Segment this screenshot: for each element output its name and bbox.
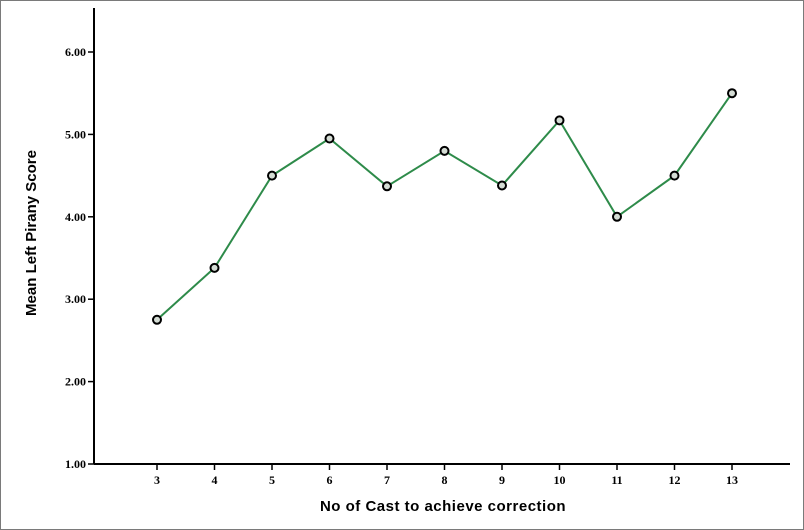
- data-point: [267, 170, 277, 181]
- x-tick-label: 10: [554, 473, 566, 487]
- y-ticks: 1.00 2.00 3.00 4.00 5.00 6.00: [65, 45, 94, 471]
- y-axis-title: Mean Left Pirany Score: [23, 150, 40, 316]
- y-tick-label: 2.00: [65, 375, 86, 389]
- data-point: [152, 314, 162, 325]
- x-ticks: 3 4 5 6 7 8 9 10 11 12 13: [154, 464, 738, 487]
- x-tick-label: 4: [212, 473, 218, 487]
- series-line: [156, 92, 733, 321]
- x-tick-label: 7: [384, 473, 390, 487]
- y-tick-label: 4.00: [65, 210, 86, 224]
- x-tick-label: 5: [269, 473, 275, 487]
- data-point: [439, 145, 450, 156]
- y-tick-label: 5.00: [65, 127, 86, 141]
- data-point: [554, 115, 565, 126]
- x-tick-label: 3: [154, 473, 160, 487]
- data-point: [727, 88, 737, 99]
- x-tick-label: 6: [327, 473, 333, 487]
- data-point: [209, 262, 220, 273]
- x-tick-label: 13: [726, 473, 738, 487]
- data-point: [669, 170, 680, 181]
- x-tick-label: 9: [499, 473, 505, 487]
- y-tick-label: 3.00: [65, 292, 86, 306]
- x-tick-label: 8: [442, 473, 448, 487]
- data-point: [382, 181, 392, 192]
- axes: [93, 8, 790, 465]
- y-tick-label: 1.00: [65, 457, 86, 471]
- data-point: [612, 211, 622, 222]
- data-point: [497, 180, 507, 191]
- data-point: [324, 133, 335, 144]
- y-tick-label: 6.00: [65, 45, 86, 59]
- x-tick-label: 11: [611, 473, 622, 487]
- x-axis-title: No of Cast to achieve correction: [320, 498, 566, 515]
- series-layer: [152, 88, 737, 325]
- x-tick-label: 12: [669, 473, 681, 487]
